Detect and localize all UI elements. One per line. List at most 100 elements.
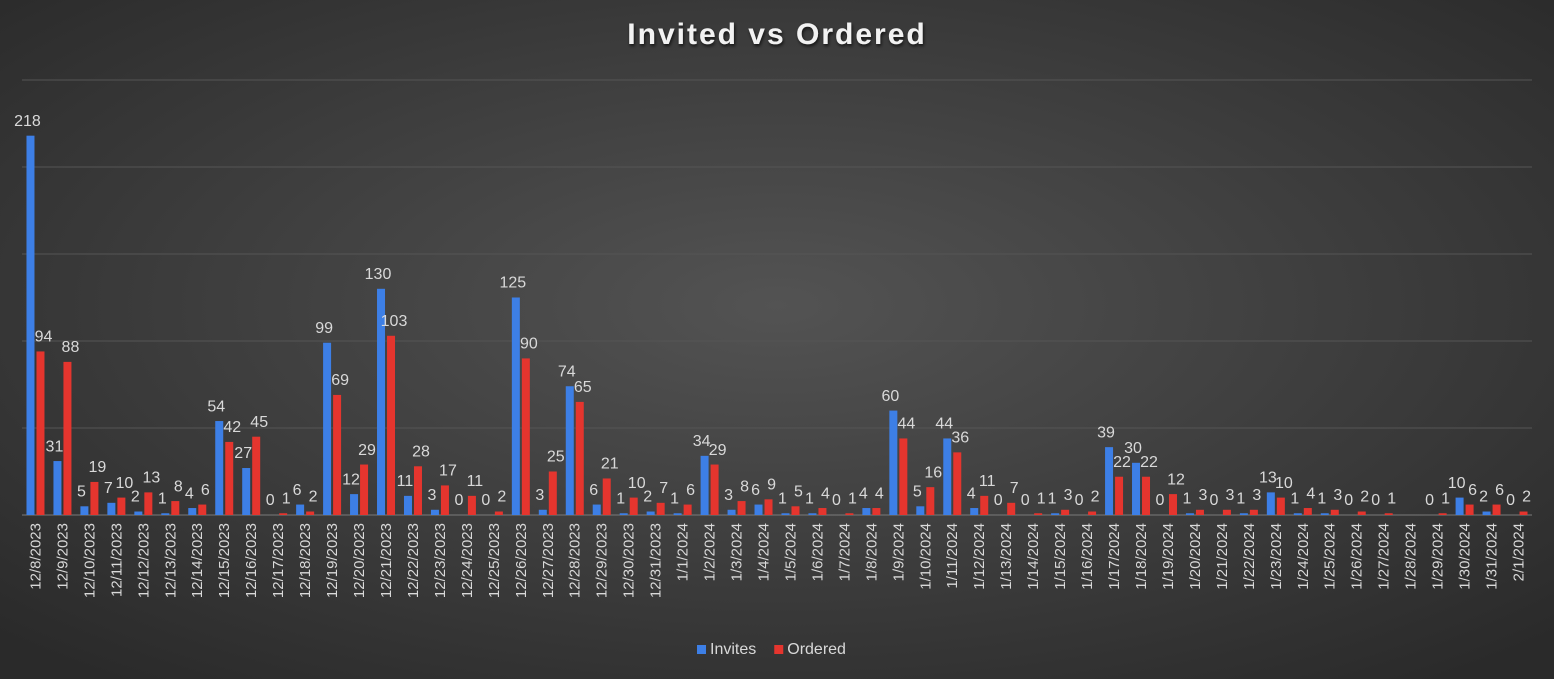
x-tick-label: 1/18/2024 [1133,523,1150,590]
data-label: 42 [223,419,241,436]
data-label: 13 [1259,470,1277,487]
data-label: 0 [832,492,841,509]
data-label: 1 [1037,490,1046,507]
data-label: 29 [358,442,376,459]
data-label: 1 [1048,490,1057,507]
data-label: 8 [174,478,183,495]
x-tick-label: 12/11/2023 [108,523,125,597]
x-tick-label: 1/29/2024 [1430,523,1447,590]
bar [1195,509,1204,515]
data-label: 29 [709,442,727,459]
data-label: 2 [1360,489,1369,506]
data-label: 9 [767,477,776,494]
bar [467,495,476,515]
data-label: 10 [628,475,646,492]
x-tick-label: 1/19/2024 [1160,523,1177,590]
bar [430,509,439,515]
data-label: 65 [574,379,592,396]
bar [953,452,962,515]
data-label: 3 [1225,487,1234,504]
bar [899,438,908,515]
x-tick-label: 12/29/2023 [594,523,611,598]
data-label: 3 [535,487,544,504]
legend-label: Invites [710,641,756,658]
data-label: 6 [1495,482,1504,499]
bar [1293,513,1302,515]
bar [1168,494,1177,515]
x-tick-label: 12/8/2023 [27,523,44,590]
bar [53,461,62,515]
x-tick-label: 12/12/2023 [135,523,152,598]
data-label: 12 [1167,471,1185,488]
data-label: 2 [309,489,318,506]
x-tick-label: 1/23/2024 [1268,523,1285,590]
bar [440,485,449,515]
data-label: 74 [558,363,576,380]
bar [781,513,790,515]
data-label: 6 [751,482,760,499]
bar [1105,447,1114,515]
bar [1132,462,1141,515]
x-tick-label: 12/23/2023 [432,523,449,598]
bar [1303,508,1312,515]
bar [1384,513,1393,515]
bar [80,506,89,515]
x-tick-label: 12/10/2023 [81,523,98,598]
x-tick-label: 1/8/2024 [863,523,880,581]
data-label: 4 [821,485,830,502]
data-label: 44 [935,416,953,433]
bar [279,513,288,515]
x-tick-label: 1/30/2024 [1457,523,1474,590]
bar [306,511,315,515]
x-tick-label: 12/30/2023 [621,523,638,598]
data-label: 2 [131,489,140,506]
x-tick-label: 12/14/2023 [189,523,206,598]
data-label: 5 [794,484,803,501]
bar [592,504,601,515]
x-tick-label: 12/21/2023 [378,523,395,598]
bar [619,513,628,515]
x-tick-label: 12/31/2023 [648,523,665,598]
x-tick-label: 1/9/2024 [890,523,907,581]
bar [144,492,153,515]
data-label: 31 [46,438,64,455]
bar [377,288,386,515]
bar [1266,492,1275,515]
legend-swatch [697,645,706,654]
data-label: 54 [207,398,225,415]
x-tick-label: 1/22/2024 [1241,523,1258,590]
data-label: 13 [142,470,160,487]
data-label: 1 [1290,490,1299,507]
bar [754,504,763,515]
data-label: 130 [365,266,392,283]
data-label: 11 [467,473,484,490]
data-label: 3 [1252,487,1261,504]
bar [1249,509,1258,515]
bar [521,358,530,515]
data-label: 0 [1371,492,1380,509]
data-label: 4 [875,485,884,502]
x-tick-label: 1/27/2024 [1376,523,1393,590]
bar [656,502,665,515]
x-tick-label: 1/14/2024 [1025,523,1042,590]
data-label: 3 [724,487,733,504]
bar [171,501,180,515]
bar [862,508,871,515]
data-label: 27 [234,445,252,462]
data-label: 1 [805,490,814,507]
data-label: 1 [1441,490,1450,507]
bar [494,511,503,515]
data-label: 1 [848,490,857,507]
bar [1239,513,1248,515]
bar [1185,513,1194,515]
data-label: 28 [412,443,430,460]
data-label: 0 [1425,492,1434,509]
data-label: 103 [381,313,408,330]
x-tick-label: 1/21/2024 [1214,523,1231,590]
bar [242,468,251,515]
bar [296,504,305,515]
data-label: 6 [589,482,598,499]
legend-label: Ordered [787,641,846,658]
data-label: 39 [1097,424,1115,441]
